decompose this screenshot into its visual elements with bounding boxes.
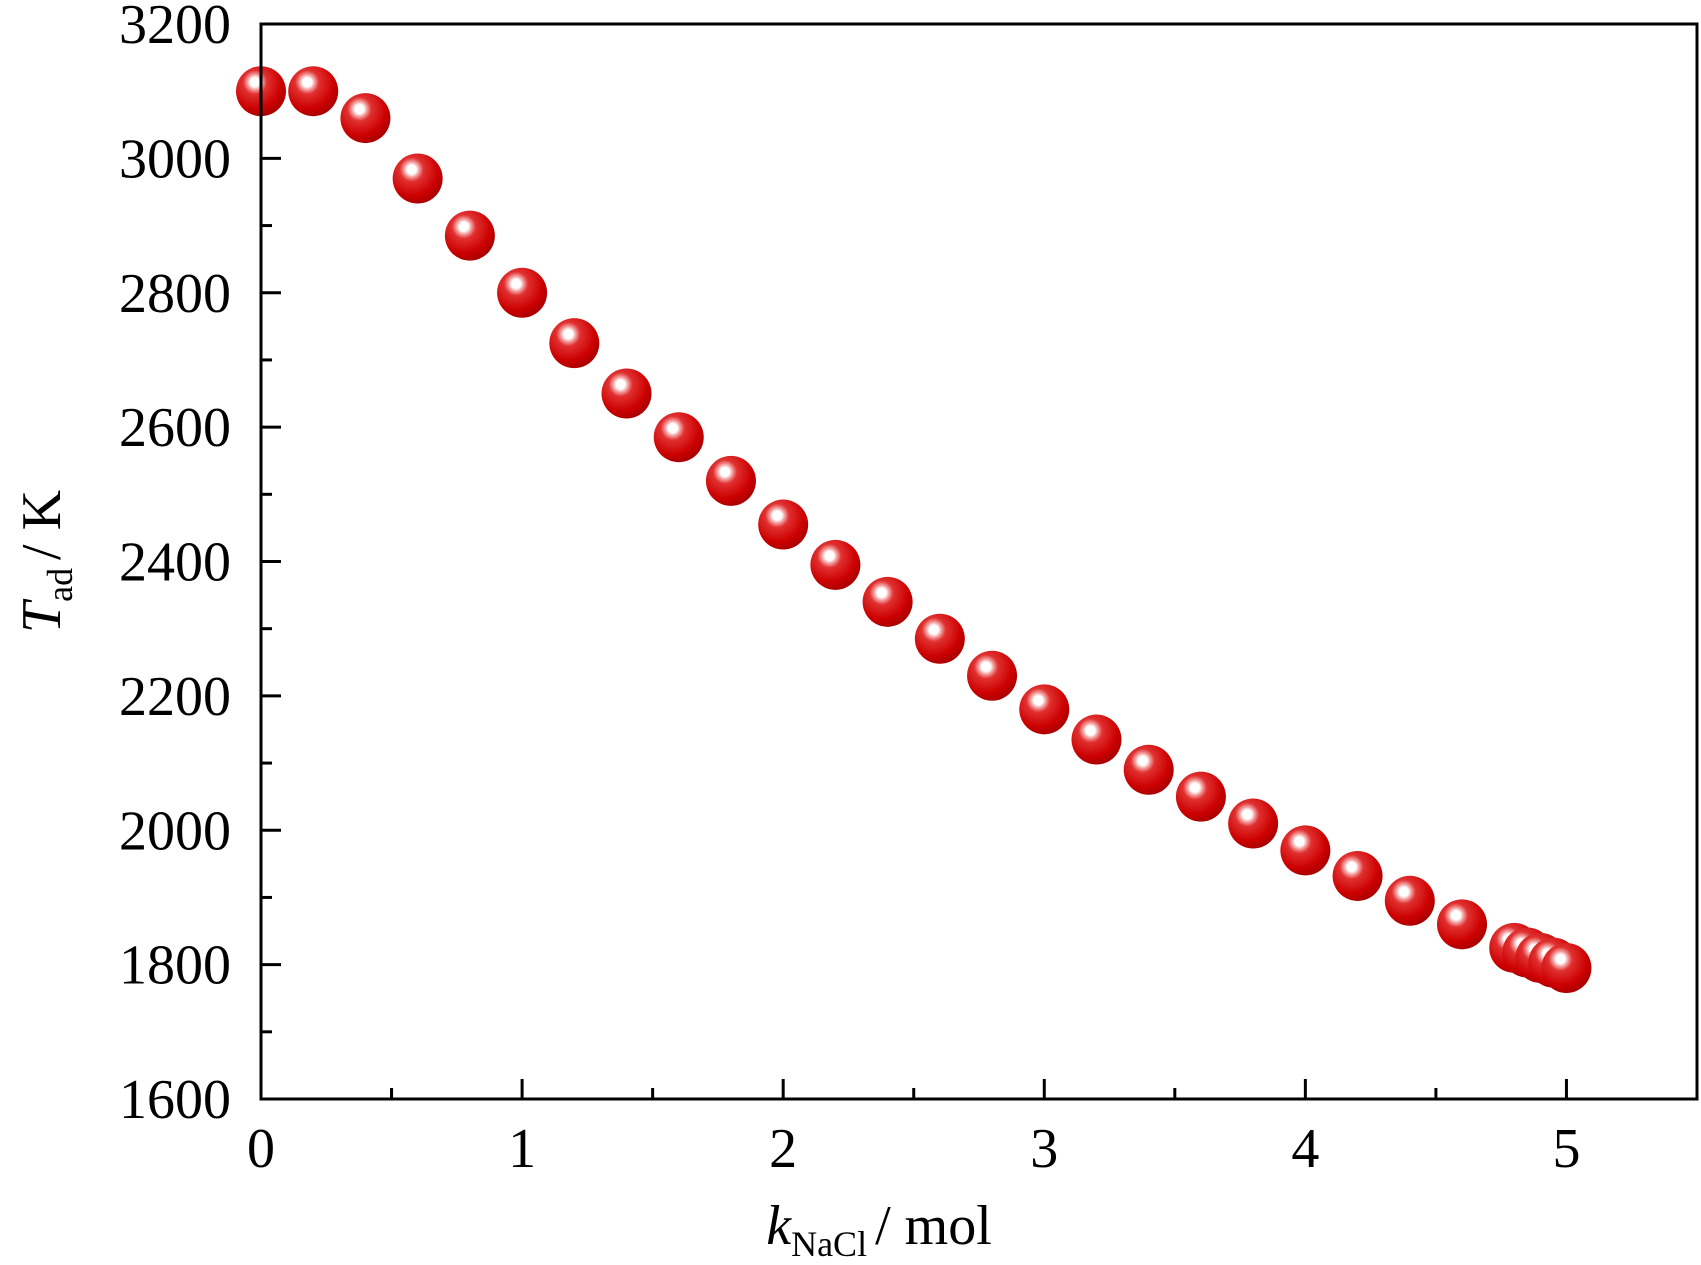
- y-tick-label: 2400: [119, 532, 231, 594]
- y-tick-label: 1600: [119, 1069, 231, 1131]
- x-tick-label: 5: [1552, 1118, 1580, 1180]
- data-point: [288, 66, 339, 117]
- data-point: [810, 539, 861, 590]
- data-point: [1541, 942, 1592, 993]
- y-tick-label: 2200: [119, 666, 231, 728]
- x-tick-label: 0: [247, 1118, 275, 1180]
- x-tick-label: 2: [769, 1118, 797, 1180]
- x-tick-label: 1: [508, 1118, 536, 1180]
- y-tick-label: 2000: [119, 800, 231, 862]
- data-points: [236, 66, 1592, 993]
- x-axis-unit: / mol: [875, 1195, 992, 1257]
- plot-frame: [259, 22, 1699, 1101]
- data-point: [549, 318, 600, 369]
- data-point: [1123, 744, 1174, 795]
- y-tick-label: 3000: [119, 128, 231, 190]
- data-point: [1071, 714, 1122, 765]
- y-tick-label: 2600: [119, 397, 231, 459]
- data-point: [497, 267, 548, 318]
- data-point: [1437, 899, 1488, 950]
- x-axis-subscript: NaCl: [791, 1224, 867, 1264]
- data-point: [1175, 771, 1226, 822]
- y-axis-subscript: ad: [40, 568, 80, 602]
- y-axis-symbol: T: [11, 598, 73, 633]
- x-axis-title: kNaCl / mol: [766, 1195, 992, 1264]
- y-tick-label: 1800: [119, 935, 231, 997]
- data-point: [1019, 684, 1070, 735]
- data-point: [914, 613, 965, 664]
- data-point: [444, 210, 495, 261]
- x-tick-label: 4: [1291, 1118, 1319, 1180]
- data-point: [392, 153, 443, 204]
- data-point: [705, 455, 756, 506]
- data-point: [1280, 825, 1331, 876]
- tick-labels: 1600 1800 2000 2200 2400 2600 2800 3000 3200 0 1 2 3…: [119, 0, 1580, 1180]
- data-point: [1332, 850, 1383, 901]
- data-point: [601, 368, 652, 419]
- data-point: [758, 499, 809, 550]
- y-tick-label: 2800: [119, 263, 231, 325]
- y-axis-title: Tad / K: [11, 490, 80, 633]
- y-tick-label: 3200: [119, 0, 231, 56]
- x-axis-symbol: k: [766, 1195, 792, 1257]
- y-axis-unit: / K: [11, 490, 73, 560]
- axis-ticks: [259, 22, 1568, 1101]
- data-point: [862, 576, 913, 627]
- data-point: [1228, 798, 1279, 849]
- data-point: [653, 412, 704, 463]
- data-point: [340, 93, 391, 144]
- x-tick-label: 3: [1030, 1118, 1058, 1180]
- data-point: [1384, 875, 1435, 926]
- data-point: [967, 650, 1018, 701]
